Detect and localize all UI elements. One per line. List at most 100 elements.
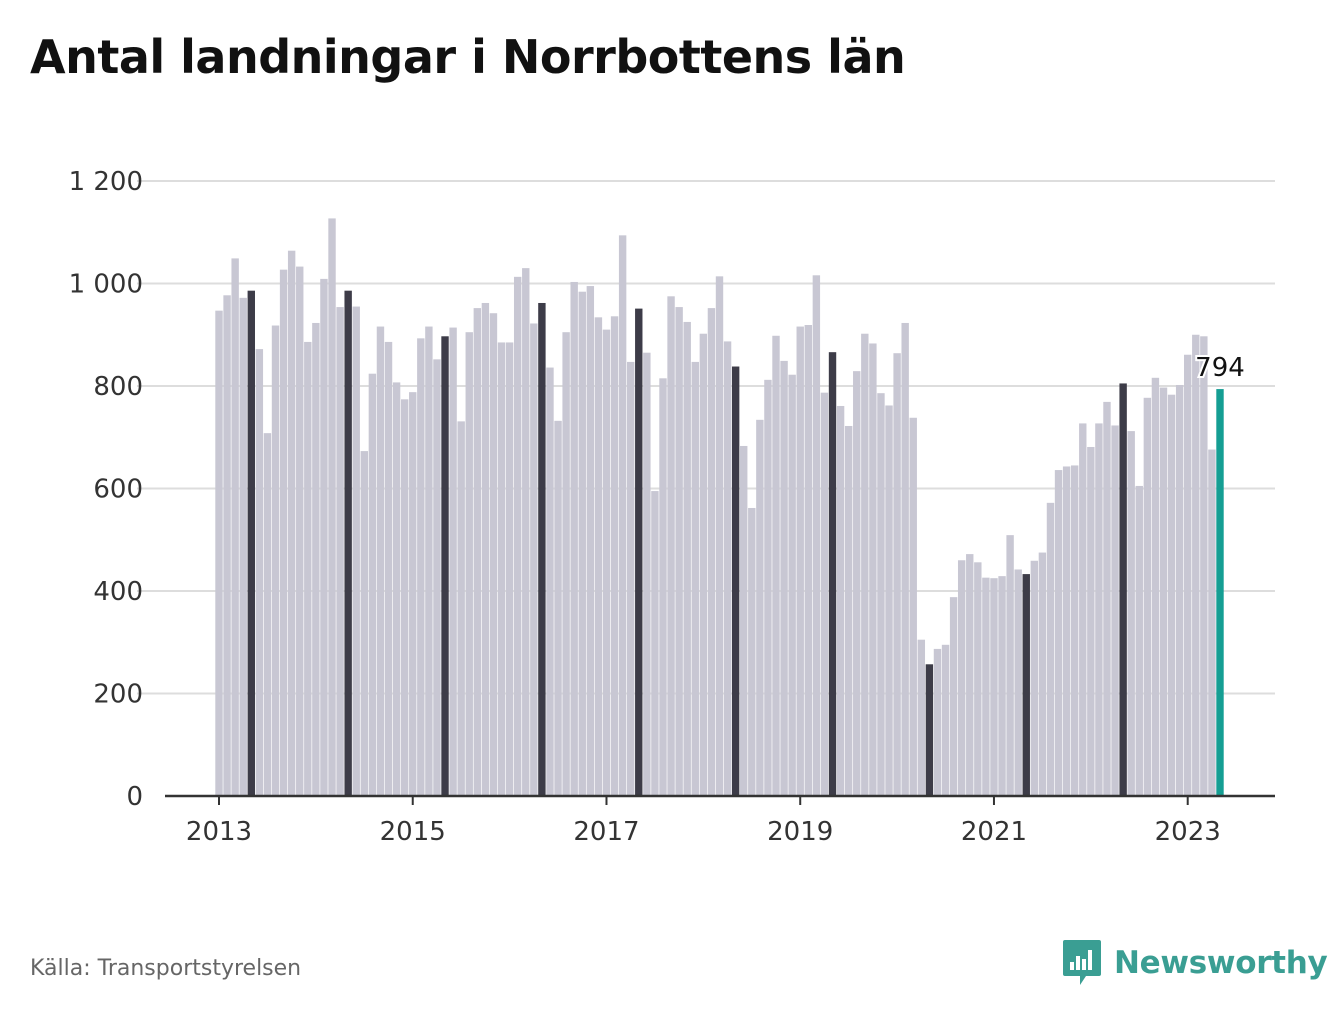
bar-2018-09 (764, 379, 772, 796)
bar-2014-09 (376, 326, 385, 796)
bar-2014-05 (344, 290, 352, 796)
bar-2018-12 (788, 374, 796, 796)
bar-2015-01 (409, 392, 417, 796)
chart-title: Antal landningar i Norrbottens län (30, 30, 906, 84)
bar-2020-01 (893, 353, 901, 796)
y-tick-label: 1 200 (69, 167, 143, 197)
bar-2013-03 (231, 258, 239, 796)
bar-2016-11 (586, 286, 595, 796)
bar-2019-01 (796, 326, 804, 796)
bar-2014-01 (312, 322, 320, 796)
y-tick-label: 1 000 (69, 270, 143, 300)
bar-2014-04 (336, 307, 344, 796)
bar-2016-04 (530, 323, 538, 796)
bar-2014-03 (328, 218, 336, 796)
bar-2019-06 (836, 405, 845, 796)
chat-bar-chart-icon (1063, 940, 1101, 985)
bar-2015-10 (481, 302, 490, 796)
bar-2017-09 (667, 296, 675, 796)
bar-2018-02 (707, 308, 716, 796)
bar-2022-09 (1151, 377, 1160, 796)
x-tick-label: 2019 (767, 817, 833, 847)
bar-2017-01 (602, 329, 611, 797)
bar-2021-03 (1006, 535, 1014, 796)
bar-2023-03 (1200, 336, 1208, 796)
x-tick-label: 2021 (961, 817, 1027, 847)
bar-2013-10 (287, 250, 296, 796)
bar-2015-05 (441, 336, 449, 796)
bar-2013-11 (296, 266, 304, 797)
bar-2020-04 (917, 639, 926, 796)
bar-2021-11 (1070, 465, 1079, 796)
bar-2018-03 (715, 276, 724, 797)
bar-2022-03 (1103, 401, 1111, 796)
bar-2015-09 (473, 308, 482, 796)
bar-2015-04 (433, 359, 441, 796)
bar-2015-11 (489, 313, 498, 796)
bar-2016-01 (505, 342, 514, 796)
bar-2019-04 (820, 392, 829, 796)
bar-2020-02 (901, 322, 909, 796)
bar-2014-02 (320, 278, 328, 796)
bar-2020-07 (941, 644, 950, 796)
bar-2022-12 (1175, 384, 1184, 796)
bar-2015-06 (449, 327, 457, 796)
bar-2013-07 (263, 433, 272, 796)
bar-2017-11 (683, 321, 691, 796)
y-tick-label: 400 (93, 577, 143, 607)
bar-2013-04 (239, 297, 247, 796)
bar-2020-06 (933, 648, 942, 796)
y-tick-label: 800 (93, 372, 143, 402)
bar-2020-08 (949, 597, 958, 796)
bar-2020-03 (909, 417, 917, 796)
bar-2019-10 (869, 343, 877, 796)
bar-2015-03 (425, 326, 433, 796)
bar-2019-05 (828, 352, 837, 796)
bar-2013-05 (247, 290, 255, 796)
bar-2013-06 (255, 349, 264, 796)
bar-2014-12 (400, 399, 409, 796)
bar-2016-03 (522, 268, 530, 797)
bar-2022-05 (1119, 383, 1127, 796)
bar-2014-07 (360, 451, 369, 796)
bar-2019-09 (861, 333, 869, 796)
bar-2014-11 (392, 382, 401, 796)
bar-2016-10 (578, 291, 586, 796)
bar-2020-05 (925, 664, 934, 796)
bar-2013-01 (215, 310, 223, 796)
latest-value-label: 794 (1195, 353, 1245, 383)
x-tick-label: 2023 (1155, 817, 1221, 847)
bar-2022-01 (1087, 446, 1095, 796)
bar-2022-10 (1159, 387, 1168, 796)
y-axis-tick-labels: 0 200 400 600 800 1 000 1 200 (69, 167, 143, 812)
source-note: Källa: Transportstyrelsen (30, 956, 302, 981)
bar-2020-12 (982, 577, 990, 796)
bar-2021-08 (1046, 502, 1055, 796)
bar-2017-12 (691, 361, 699, 796)
bar-2018-07 (748, 507, 756, 796)
bar-2021-06 (1030, 560, 1039, 796)
bar-2018-05 (731, 366, 740, 796)
bar-2020-11 (974, 562, 982, 796)
bar-2017-05 (635, 308, 643, 796)
bar-2014-10 (384, 341, 393, 796)
bar-2023-05 (1216, 389, 1224, 796)
bar-2019-03 (812, 275, 821, 796)
bar-2017-04 (627, 361, 635, 796)
bar-2015-02 (417, 338, 425, 796)
bar-2015-12 (497, 342, 506, 796)
brand-logo: Newsworthy (1062, 938, 1328, 988)
bar-2021-10 (1062, 466, 1071, 796)
bar-2017-08 (659, 378, 667, 796)
bar-2021-07 (1038, 552, 1047, 796)
bar-2015-08 (465, 332, 473, 796)
bar-2022-08 (1143, 397, 1152, 796)
x-axis-tick-labels: 2013 2015 2017 2019 2021 2023 (186, 817, 1221, 847)
bar-2022-11 (1167, 394, 1176, 796)
bar-2022-04 (1111, 425, 1119, 796)
x-tick-label: 2015 (380, 817, 446, 847)
bar-2018-11 (780, 360, 788, 796)
y-tick-label: 600 (93, 475, 143, 505)
bar-2013-08 (271, 325, 280, 796)
bar-2021-05 (1022, 574, 1030, 796)
